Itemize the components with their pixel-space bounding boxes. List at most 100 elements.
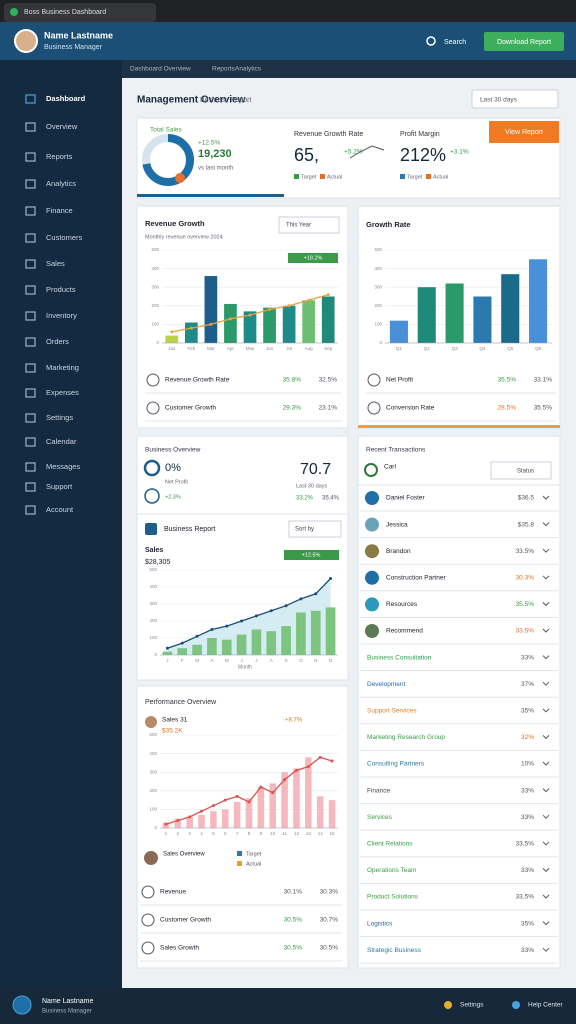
list-name[interactable]: Product Solutions	[367, 894, 419, 901]
breadcrumb[interactable]: Analytics	[235, 66, 262, 73]
nav-icon	[25, 285, 36, 295]
x-tick-label: 15	[330, 831, 336, 836]
bar	[445, 283, 464, 343]
button-label[interactable]: View Report	[505, 129, 543, 136]
line-point	[188, 815, 192, 819]
list-name[interactable]: Client Relations	[367, 841, 413, 848]
row-chevron[interactable]	[542, 761, 550, 766]
select-label[interactable]: This Year	[286, 223, 311, 229]
list-name[interactable]: Brandon	[386, 548, 411, 555]
list-name[interactable]: Logistics	[367, 920, 393, 927]
footer-link[interactable]: Settings	[460, 1002, 484, 1009]
download-button[interactable]	[484, 32, 564, 51]
row-chevron[interactable]	[542, 522, 550, 527]
list-name[interactable]: Consulting Partners	[367, 761, 425, 768]
y-tick-label: 200	[151, 303, 159, 308]
select-label[interactable]: Status	[517, 469, 534, 475]
nav-item[interactable]: Settings	[46, 413, 73, 422]
row-chevron[interactable]	[542, 495, 550, 500]
line-point	[225, 624, 229, 628]
avatar	[365, 544, 379, 559]
filter-label[interactable]: Last 30 days	[480, 97, 518, 104]
row-chevron[interactable]	[542, 602, 550, 607]
nav-item[interactable]: Marketing	[46, 363, 79, 372]
row-chevron[interactable]	[542, 814, 550, 819]
list-name[interactable]: Recommend	[386, 628, 423, 635]
list-value: 33.5%	[516, 548, 535, 555]
nav-item[interactable]: Orders	[46, 337, 69, 346]
select[interactable]	[278, 216, 340, 234]
row-chevron[interactable]	[542, 788, 550, 793]
nav-item[interactable]: Reports	[46, 152, 73, 161]
nav-item[interactable]: Dashboard	[46, 94, 86, 103]
row-chevron[interactable]	[542, 628, 550, 633]
breadcrumb[interactable]: Dashboard Overview	[130, 66, 191, 73]
legend-label: Target	[407, 174, 423, 180]
list-name[interactable]: Marketing Research Group	[367, 734, 445, 741]
list-name[interactable]: Jessica	[386, 521, 408, 528]
row-chevron[interactable]	[542, 735, 550, 740]
nav-icon	[25, 388, 36, 398]
row-chevron[interactable]	[542, 894, 550, 899]
line-point	[306, 765, 310, 769]
list-name[interactable]: Support Services	[367, 708, 417, 715]
nav-item[interactable]: Calendar	[46, 437, 77, 446]
card	[136, 685, 349, 969]
row-chevron[interactable]	[542, 681, 550, 686]
nav-item[interactable]: Customers	[46, 233, 83, 242]
avatar	[12, 995, 32, 1015]
nav-item[interactable]: Support	[46, 482, 73, 491]
bar	[204, 276, 218, 343]
row-icon	[146, 373, 160, 387]
nav-item[interactable]: Messages	[46, 462, 80, 471]
select-label[interactable]: Sort by	[295, 527, 314, 533]
row-chevron[interactable]	[542, 841, 550, 846]
list-name[interactable]: Operations Team	[367, 867, 416, 874]
list-name[interactable]: Services	[367, 814, 393, 821]
list-name[interactable]: Business Consultation	[367, 654, 432, 661]
footer-link[interactable]: Help Center	[528, 1002, 564, 1009]
report-button[interactable]	[489, 121, 559, 143]
row-chevron[interactable]	[542, 575, 550, 580]
row-chevron[interactable]	[542, 921, 550, 926]
card-title: Recent Transactions	[366, 447, 426, 454]
nav-item[interactable]: Overview	[46, 122, 78, 131]
breadcrumb-bar	[122, 60, 576, 78]
nav-item[interactable]: Products	[46, 285, 76, 294]
chart-title: Sales 31	[162, 717, 188, 724]
nav-item[interactable]: Finance	[46, 206, 73, 215]
row-label: Revenue Growth Rate	[165, 377, 230, 384]
line-point	[271, 791, 275, 795]
button-label[interactable]: Download Report	[497, 39, 551, 46]
list-name[interactable]: Resources	[386, 601, 418, 608]
search[interactable]: Search	[444, 39, 466, 46]
y-tick-label: 400	[374, 266, 382, 271]
list-name[interactable]: Strategic Business	[367, 947, 422, 954]
nav-item[interactable]: Inventory	[46, 311, 77, 320]
kpi-ring	[143, 459, 161, 477]
x-tick-label: 8	[248, 831, 251, 836]
list-name[interactable]: Finance	[367, 787, 391, 794]
list-name[interactable]: Daniel Foster	[386, 495, 425, 502]
nav-item[interactable]: Analytics	[46, 179, 76, 188]
kpi-value: 35.4%	[322, 496, 340, 502]
x-tick-label: Sep	[324, 346, 333, 351]
row-chevron[interactable]	[542, 868, 550, 873]
breadcrumb[interactable]: Reports	[212, 66, 236, 73]
row-icon	[141, 941, 155, 955]
list-name[interactable]: Development	[367, 681, 405, 688]
list-name[interactable]: Construction Partner	[386, 575, 446, 582]
nav-item[interactable]: Expenses	[46, 388, 79, 397]
row-chevron[interactable]	[542, 708, 550, 713]
select[interactable]	[490, 461, 552, 480]
nav-item[interactable]: Sales	[46, 259, 65, 268]
nav-icon	[25, 505, 36, 515]
filter[interactable]	[471, 89, 559, 109]
row-chevron[interactable]	[542, 947, 550, 952]
row-chevron[interactable]	[542, 548, 550, 553]
bar	[162, 651, 173, 655]
select[interactable]	[288, 520, 342, 538]
row-chevron[interactable]	[542, 655, 550, 660]
kpi-value: 0%	[165, 462, 181, 474]
nav-item[interactable]: Account	[46, 505, 74, 514]
